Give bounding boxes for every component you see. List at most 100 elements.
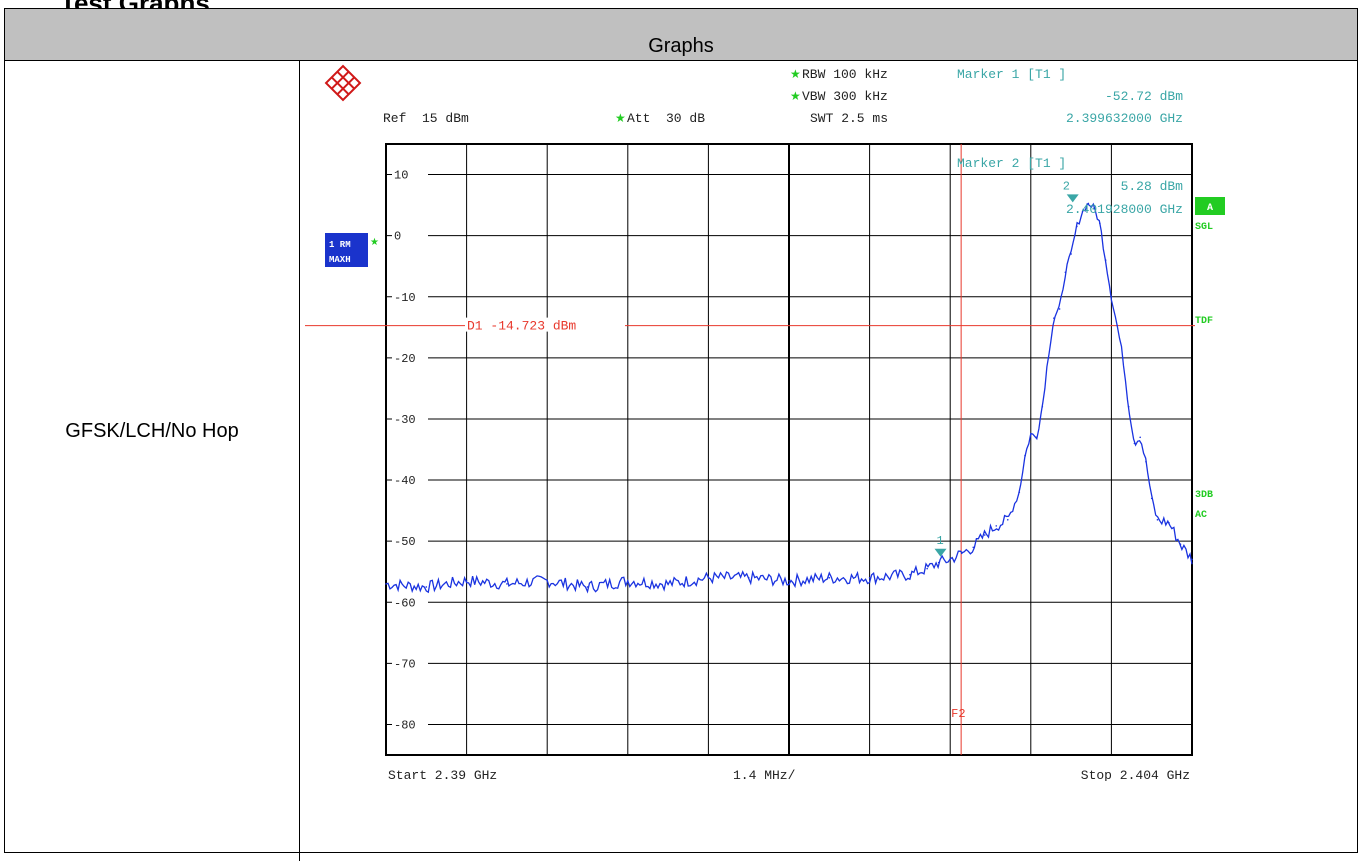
- trace-point: [1104, 259, 1107, 261]
- label-a: A: [1207, 203, 1213, 214]
- rs-logo-icon: [324, 64, 362, 102]
- trace-badge: [325, 233, 368, 267]
- trace-point: [788, 580, 790, 582]
- trace-point: [627, 580, 629, 582]
- y-tick-labels: 10 0 -10 -20 -30 -40 -50 -60 -70 -80: [392, 166, 428, 732]
- trace-point: [1081, 210, 1084, 213]
- trace-point: [1099, 222, 1101, 225]
- y-tick-label: -20: [394, 352, 416, 366]
- label-sgl: SGL: [1195, 222, 1213, 233]
- marker2-title: Marker 2 [T1 ]: [957, 156, 1066, 171]
- marker2-freq: 2.401928000 GHz: [1066, 202, 1183, 217]
- trace-point: [995, 525, 998, 527]
- row-label: GFSK/LCH/No Hop: [5, 61, 299, 861]
- rbw-star: ★: [790, 68, 801, 82]
- trace-point: [1179, 543, 1182, 546]
- y-tick-label-bg: [392, 594, 428, 608]
- trace-point: [1053, 317, 1055, 319]
- trace-point: [1168, 522, 1170, 524]
- trace-badge-star: ★: [370, 237, 379, 249]
- marker2-level: 5.28 dBm: [1121, 179, 1184, 194]
- trace-point: [667, 583, 669, 585]
- trace-point: [1093, 207, 1095, 209]
- y-tick-label-bg: [392, 288, 428, 302]
- rbw-label: RBW 100 kHz: [802, 67, 888, 82]
- trace-point: [1110, 295, 1113, 298]
- trace-point: [586, 586, 589, 588]
- y-tick-label-bg: [392, 655, 428, 669]
- trace-point: [546, 580, 548, 582]
- trace-point: [1024, 454, 1026, 457]
- label-a-bg: [1195, 197, 1225, 215]
- trace-point: [1006, 518, 1009, 521]
- trace-point: [983, 534, 986, 536]
- y-tick-label: -80: [394, 718, 416, 732]
- marker1-number: 1: [937, 534, 944, 548]
- marker2-triangle: [1066, 194, 1079, 203]
- trace-points: [385, 202, 1193, 588]
- trace-point: [909, 573, 911, 576]
- column-divider: [299, 61, 300, 861]
- swt-label: SWT 2.5 ms: [810, 111, 888, 126]
- label-3db: 3DB: [1195, 490, 1213, 501]
- display-line-label: D1 -14.723 dBm: [467, 319, 576, 334]
- y-tick-label: 0: [394, 230, 401, 244]
- trace-point: [1150, 497, 1153, 500]
- trace-point: [1087, 202, 1090, 205]
- trace-point: [1127, 405, 1130, 408]
- y-tick-label: -70: [394, 657, 416, 671]
- trace-point: [868, 577, 871, 579]
- graphs-table: Graphs GFSK/LCH/No Hop ★ RBW 100 kHz ★ V…: [4, 8, 1358, 861]
- trace-point: [1116, 324, 1118, 327]
- trace-point: [937, 561, 940, 564]
- trace-point: [1047, 357, 1049, 359]
- trace-point: [972, 546, 975, 549]
- trace-point: [949, 558, 951, 561]
- trace-badge-line2: MAXH: [329, 255, 351, 265]
- att-label: Att 30 dB: [627, 111, 705, 126]
- y-tick-label: -60: [394, 596, 416, 610]
- y-tick-label-bg: [392, 716, 428, 730]
- att-star: ★: [615, 112, 626, 126]
- label-tdf: TDF: [1195, 316, 1213, 327]
- trace-point: [960, 552, 963, 555]
- trace-point: [828, 577, 831, 579]
- stop-label: Stop 2.404 GHz: [1081, 768, 1190, 781]
- trace-point: [465, 580, 468, 582]
- vbw-label: VBW 300 kHz: [802, 89, 888, 104]
- marker1-title: Marker 1 [T1 ]: [957, 67, 1066, 82]
- spectrum-plot: ★ RBW 100 kHz ★ VBW 300 kHz Ref 15 dBm ★…: [305, 64, 1225, 781]
- frequency-line-label: F2: [951, 707, 965, 721]
- trace-point: [1076, 225, 1078, 228]
- trace-point: [707, 577, 710, 579]
- trace-point: [1122, 357, 1124, 359]
- display-line-label-bg: [465, 317, 625, 332]
- y-tick-label-bg: [392, 410, 428, 424]
- trace-point: [1070, 253, 1072, 255]
- y-tick-label: 10: [394, 169, 408, 183]
- label-ac: AC: [1195, 510, 1207, 521]
- trace-point: [1058, 308, 1061, 310]
- y-tick-label-bg: [392, 472, 428, 486]
- plot-grid: [386, 144, 1192, 755]
- y-tick-label: -50: [394, 535, 416, 549]
- trace-point: [1133, 442, 1136, 445]
- y-tick-label-bg: [392, 533, 428, 547]
- marker2-number: 2: [1063, 179, 1070, 193]
- table-header: Graphs: [5, 9, 1357, 61]
- trace-point: [1156, 518, 1159, 521]
- trace-point: [1145, 460, 1147, 463]
- trace-point: [1030, 433, 1032, 436]
- trace-badge-line1: 1 RM: [329, 240, 351, 250]
- marker1-triangle: [934, 548, 947, 557]
- y-tick-label-bg: [392, 227, 428, 241]
- y-tick-label-bg: [392, 349, 428, 363]
- trace-point: [425, 586, 428, 588]
- trace-point: [506, 583, 508, 585]
- trace-point: [1191, 558, 1193, 561]
- start-label: Start 2.39 GHz: [388, 768, 497, 781]
- trace-point: [926, 567, 928, 570]
- trace-point: [1064, 271, 1067, 274]
- vbw-star: ★: [790, 90, 801, 104]
- trace-point: [1041, 405, 1044, 408]
